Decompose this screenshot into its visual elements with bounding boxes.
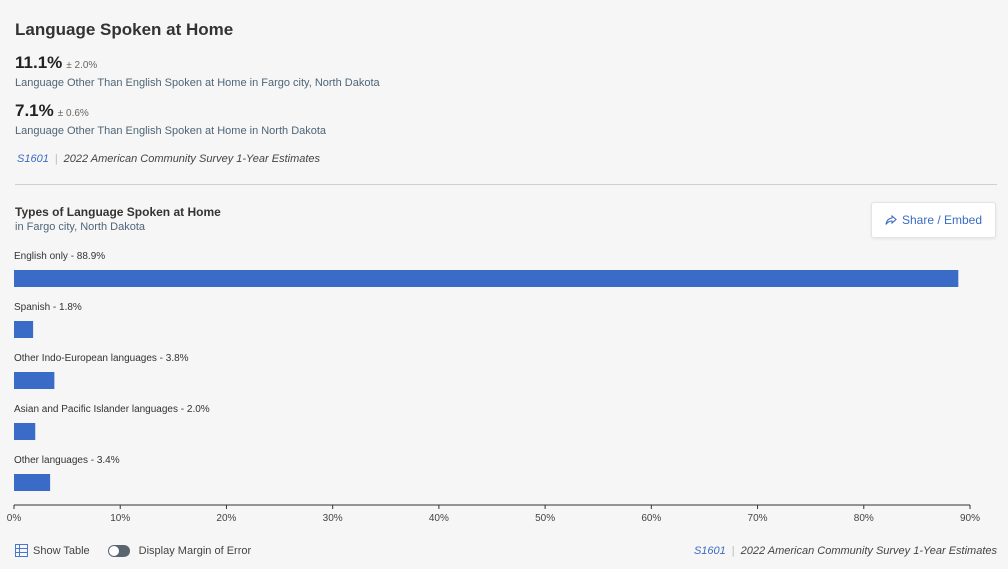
x-tick-label: 40%: [429, 513, 449, 524]
x-tick-label: 50%: [535, 513, 555, 524]
show-table-label: Show Table: [33, 544, 90, 557]
page-title: Language Spoken at Home: [15, 20, 234, 39]
show-table-button[interactable]: Show Table: [15, 544, 90, 557]
x-tick-label: 10%: [110, 513, 130, 524]
stat-value-city-number: 11.1%: [15, 53, 63, 72]
source-separator-bottom: |: [731, 545, 735, 557]
section-divider: [15, 184, 997, 185]
stat-desc-state: Language Other Than English Spoken at Ho…: [15, 125, 327, 137]
moe-toggle-knob: [108, 545, 119, 556]
bar: [14, 372, 55, 389]
stat-moe-city: ± 2.0%: [66, 60, 98, 71]
stat-desc-city: Language Other Than English Spoken at Ho…: [15, 77, 380, 89]
x-tick-label: 0%: [7, 513, 22, 524]
share-embed-button[interactable]: Share / Embed: [871, 202, 996, 238]
share-embed-label: Share / Embed: [901, 213, 983, 227]
chart-subtitle: in Fargo city, North Dakota: [15, 221, 146, 233]
bar: [14, 474, 51, 491]
moe-toggle-label: Display Margin of Error: [138, 544, 252, 557]
table-icon: [15, 544, 28, 557]
bar-chart: English only - 88.9% Spanish - 1.8% Other …: [7, 251, 980, 524]
chart-footer-controls: Show Table Display Margin of Error: [15, 544, 251, 557]
source-citation-top: S1601 | 2022 American Community Survey 1-Y…: [17, 153, 320, 165]
bar: [14, 321, 34, 338]
x-tick-label: 20%: [216, 513, 236, 524]
bar-label: English only - 88.9%: [14, 251, 105, 262]
x-tick-label: 60%: [641, 513, 661, 524]
share-icon: [885, 214, 897, 225]
source-citation-bottom: S1601 | 2022 American Community Survey 1-Y…: [694, 545, 997, 557]
stat-value-city: 11.1% ± 2.0%: [15, 53, 97, 73]
bar-label: Spanish - 1.8%: [14, 302, 82, 313]
bar-label: Other Indo-European languages - 3.8%: [14, 353, 189, 364]
source-code-link-bottom[interactable]: S1601: [693, 545, 726, 557]
stat-value-state-number: 7.1%: [15, 101, 54, 120]
bar-label: Other languages - 3.4%: [14, 455, 120, 466]
chart-title: Types of Language Spoken at Home: [15, 205, 221, 219]
bar: [14, 423, 36, 440]
stat-moe-state: ± 0.6%: [57, 108, 89, 119]
source-name: 2022 American Community Survey 1-Year Es…: [63, 153, 321, 165]
source-name-bottom: 2022 American Community Survey 1-Year Es…: [740, 545, 997, 557]
bar: [14, 270, 959, 287]
x-tick-label: 70%: [748, 513, 768, 524]
moe-toggle[interactable]: [107, 544, 130, 557]
source-code-link[interactable]: S1601: [17, 153, 49, 165]
x-tick-label: 30%: [323, 513, 343, 524]
stat-value-state: 7.1% ± 0.6%: [15, 101, 89, 121]
bar-label: Asian and Pacific Islander languages - 2…: [14, 404, 210, 415]
x-tick-label: 90%: [960, 513, 980, 524]
source-separator: |: [54, 153, 58, 165]
x-tick-label: 80%: [854, 513, 874, 524]
